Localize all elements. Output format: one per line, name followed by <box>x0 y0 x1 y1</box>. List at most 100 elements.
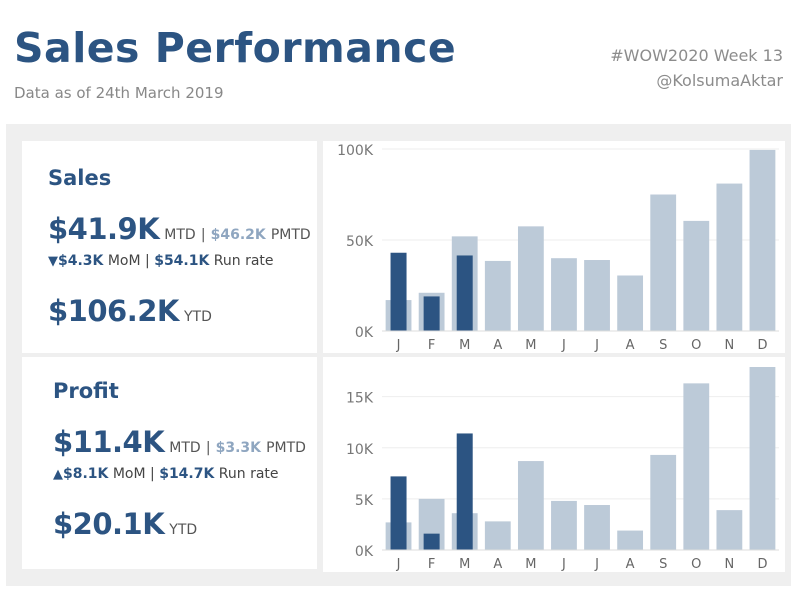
profit-pmtd-unit: PMTD <box>266 440 306 456</box>
prior-year-bar <box>551 258 577 331</box>
profit-ytd-value: $20.1K <box>53 507 165 541</box>
x-tick-label: F <box>428 338 435 353</box>
profit-pmtd-value: $3.3K <box>215 440 262 456</box>
profit-monthly-bar-chart: 0K 5K 10K 15K J F M A M J J A S O N D <box>346 367 779 572</box>
current-year-bar <box>390 476 407 550</box>
prior-year-bar <box>749 367 776 550</box>
y-tick-label: 0K <box>355 325 374 341</box>
sales-run-rate-value: $54.1K <box>154 253 210 269</box>
sales-kpi-label: Sales <box>48 166 112 190</box>
x-tick-label: S <box>659 557 667 572</box>
sales-pmtd-unit: PMTD <box>270 227 311 243</box>
profit-mtd-unit: MTD <box>169 440 201 456</box>
page-title: Sales Performance <box>14 24 457 72</box>
down-triangle-icon: ▼ <box>48 254 58 269</box>
x-tick-label: O <box>691 557 701 572</box>
profit-kpi-label: Profit <box>53 379 119 403</box>
x-tick-label: D <box>757 338 767 353</box>
prior-year-bar <box>716 183 743 331</box>
data-date-subtitle: Data as of 24th March 2019 <box>14 84 224 102</box>
separator: | <box>150 466 155 482</box>
sales-monthly-bar-chart: 0K 50K 100K J F M A M J J A S O N D <box>337 143 779 353</box>
prior-year-bar <box>517 226 544 331</box>
sales-chart-card: 0K 50K 100K J F M A M J J A S O N D <box>323 141 785 353</box>
sales-mom-value: $4.3K <box>58 253 104 269</box>
x-tick-label: A <box>626 557 635 572</box>
prior-year-bar <box>716 510 743 550</box>
y-tick-label: 5K <box>355 493 374 509</box>
y-tick-label: 0K <box>355 544 374 560</box>
sales-ytd-line: $106.2K YTD <box>48 294 212 328</box>
x-tick-label: J <box>561 338 566 353</box>
sales-mtd-line: $41.9K MTD | $46.2K PMTD <box>48 212 311 246</box>
profit-mtd-line: $11.4K MTD | $3.3K PMTD <box>53 425 306 459</box>
profit-mtd-value: $11.4K <box>53 425 165 459</box>
x-tick-label: M <box>459 557 470 572</box>
profit-mom-line: ▲$8.1K MoM | $14.7K Run rate <box>53 466 279 482</box>
separator: | <box>200 227 206 243</box>
current-year-bar <box>423 296 440 331</box>
prior-year-bar <box>584 260 610 331</box>
prior-year-bar <box>517 461 544 550</box>
current-year-bar <box>456 255 473 331</box>
sales-mom-unit: MoM <box>107 253 141 269</box>
sales-mtd-unit: MTD <box>164 227 196 243</box>
sales-ytd-value: $106.2K <box>48 294 179 328</box>
author-handle: @KolsumaAktar <box>656 71 783 90</box>
prior-year-bar <box>650 454 677 550</box>
x-tick-label: O <box>691 338 701 353</box>
profit-ytd-unit: YTD <box>169 522 198 538</box>
x-tick-label: A <box>493 338 502 353</box>
prior-year-bar <box>683 220 710 331</box>
prior-year-bar <box>650 194 677 331</box>
x-tick-label: S <box>659 338 667 353</box>
up-triangle-icon: ▲ <box>53 467 63 482</box>
current-year-bar <box>390 252 407 331</box>
x-tick-label: J <box>594 557 599 572</box>
prior-year-bar <box>617 530 644 550</box>
profit-kpi-card: Profit $11.4K MTD | $3.3K PMTD ▲$8.1K Mo… <box>22 357 317 569</box>
prior-year-bar <box>484 521 511 550</box>
current-year-bar <box>423 533 440 550</box>
prior-year-bar <box>584 505 610 550</box>
y-tick-label: 15K <box>346 391 374 407</box>
x-tick-label: J <box>396 338 401 353</box>
y-tick-label: 10K <box>346 442 374 458</box>
credits: #WOW2020 Week 13 @KolsumaAktar <box>610 43 783 93</box>
prior-year-bar <box>551 500 577 550</box>
profit-run-rate-value: $14.7K <box>159 466 215 482</box>
profit-mom-value: $8.1K <box>63 466 109 482</box>
sales-mom-line: ▼$4.3K MoM | $54.1K Run rate <box>48 253 274 269</box>
y-tick-label: 50K <box>346 234 374 250</box>
profit-chart-card: 0K 5K 10K 15K J F M A M J J A S O N D <box>323 357 785 572</box>
sales-pmtd-value: $46.2K <box>210 227 266 243</box>
y-tick-label: 100K <box>337 143 374 159</box>
x-tick-label: J <box>561 557 566 572</box>
prior-year-bar <box>683 383 710 550</box>
prior-year-bar <box>484 260 511 331</box>
prior-year-bar <box>617 275 644 331</box>
current-year-bar <box>456 433 473 550</box>
sales-ytd-unit: YTD <box>183 309 212 325</box>
separator: | <box>145 253 150 269</box>
x-tick-label: M <box>525 338 536 353</box>
x-tick-label: M <box>459 338 470 353</box>
challenge-tag: #WOW2020 Week 13 <box>610 46 783 65</box>
x-tick-label: N <box>725 557 735 572</box>
separator: | <box>205 440 211 456</box>
x-tick-label: M <box>525 557 536 572</box>
profit-run-rate-unit: Run rate <box>218 466 279 482</box>
x-tick-label: D <box>757 557 767 572</box>
profit-ytd-line: $20.1K YTD <box>53 507 197 541</box>
x-tick-label: J <box>396 557 401 572</box>
x-tick-label: N <box>725 338 735 353</box>
sales-kpi-card: Sales $41.9K MTD | $46.2K PMTD ▼$4.3K Mo… <box>22 141 317 353</box>
sales-mtd-value: $41.9K <box>48 212 160 246</box>
profit-mom-unit: MoM <box>112 466 146 482</box>
x-tick-label: A <box>493 557 502 572</box>
dashboard-container: Sales $41.9K MTD | $46.2K PMTD ▼$4.3K Mo… <box>6 124 791 586</box>
prior-year-bar <box>749 149 776 331</box>
x-tick-label: F <box>428 557 435 572</box>
x-tick-label: A <box>626 338 635 353</box>
sales-run-rate-unit: Run rate <box>213 253 274 269</box>
